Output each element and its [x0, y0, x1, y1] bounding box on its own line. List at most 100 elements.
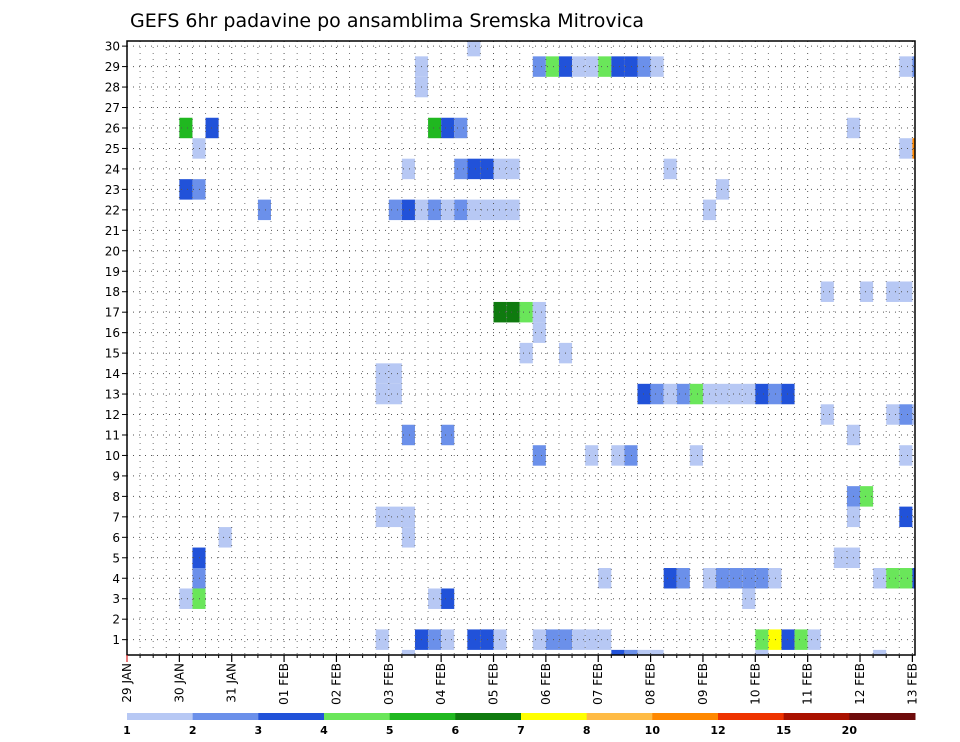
precip-cell: [650, 383, 664, 405]
y-tick-label: 11: [105, 428, 120, 442]
x-tick-label: 02 FEB: [329, 663, 343, 705]
colorbar-segment: [389, 713, 456, 720]
x-tick-label: 09 FEB: [696, 663, 710, 705]
precip-cell: [506, 301, 520, 323]
precip-cell: [545, 629, 559, 650]
x-tick-label: 06 FEB: [539, 663, 553, 705]
precip-cell: [716, 383, 730, 405]
y-tick-label: 3: [112, 592, 120, 606]
precip-cell: [467, 199, 481, 221]
precip-cell: [441, 629, 455, 650]
precip-cell: [598, 568, 612, 589]
precip-cell: [192, 568, 206, 589]
precip-cell: [598, 629, 612, 650]
precip-cell: [428, 199, 442, 221]
precip-cell: [257, 199, 271, 221]
y-tick-label: 16: [105, 326, 120, 340]
precip-cell: [480, 158, 494, 180]
precip-cell: [742, 383, 756, 405]
precip-cell: [794, 629, 808, 650]
precip-cell: [467, 629, 481, 650]
precip-cell: [611, 56, 625, 77]
precip-cell: [637, 649, 651, 655]
precip-cell: [388, 506, 402, 528]
colorbar-segment: [849, 713, 916, 720]
x-tick-label: 08 FEB: [644, 663, 658, 705]
precip-cell: [401, 527, 415, 548]
y-axis-ticks: 1234567891011121314151617181920212223242…: [105, 40, 127, 647]
precip-cell: [742, 568, 756, 589]
colorbar-label: 3: [255, 724, 263, 737]
precip-cell: [192, 179, 206, 200]
x-tick-label: 11 FEB: [801, 663, 815, 705]
precip-cell: [572, 56, 586, 77]
precip-cell: [441, 117, 455, 139]
precip-cell: [899, 281, 913, 302]
precip-cell: [611, 649, 625, 655]
precip-cell: [218, 527, 232, 548]
y-tick-label: 19: [105, 265, 120, 279]
precip-cell: [689, 445, 703, 466]
precip-cell: [441, 199, 455, 221]
precip-cell: [807, 629, 821, 650]
colorbar-label: 2: [189, 724, 197, 737]
colorbar-segment: [783, 713, 850, 720]
precip-cell: [205, 117, 219, 139]
precip-cell: [192, 138, 206, 159]
x-tick-label: 05 FEB: [487, 663, 501, 705]
colorbar-label: 4: [320, 724, 328, 737]
precip-cell: [663, 568, 677, 589]
y-tick-label: 2: [112, 613, 120, 627]
precip-cell: [401, 158, 415, 180]
y-tick-label: 24: [105, 162, 120, 176]
x-axis-ticks: 29 JAN 30 JAN 31 JAN 01 FEB 02 FEB 03 FEB 04 F…: [120, 655, 919, 705]
y-tick-label: 27: [105, 101, 120, 115]
precip-cell: [428, 117, 442, 139]
y-tick-label: 18: [105, 285, 120, 299]
precip-cell: [388, 363, 402, 384]
precip-cell: [480, 629, 494, 650]
x-tick-label: 12 FEB: [853, 663, 867, 705]
precip-cell: [401, 506, 415, 528]
y-tick-label: 15: [105, 347, 120, 361]
y-tick-label: 14: [105, 367, 120, 381]
precip-cell: [768, 383, 782, 405]
precipitation-cells: [179, 41, 915, 655]
precip-cell: [493, 629, 507, 650]
precip-cell: [493, 158, 507, 180]
y-tick-label: 25: [105, 142, 120, 156]
colorbar-segment: [586, 713, 653, 720]
precip-cell: [755, 629, 769, 650]
precip-cell: [192, 547, 206, 569]
precip-cell: [401, 424, 415, 446]
precip-cell: [755, 568, 769, 589]
precip-cell: [401, 649, 415, 655]
precip-cell: [820, 281, 834, 302]
precip-cell: [729, 383, 743, 405]
precip-cell: [532, 301, 546, 323]
y-tick-label: 7: [112, 510, 120, 524]
precip-cell: [899, 445, 913, 466]
precip-cell: [532, 322, 546, 343]
y-tick-label: 1: [112, 633, 120, 647]
precip-cell: [716, 179, 730, 200]
colorbar-label: 15: [776, 724, 791, 737]
precip-cell: [585, 56, 599, 77]
precip-cell: [519, 342, 533, 364]
x-tick-label: 30 JAN: [172, 663, 186, 703]
precip-cell: [532, 445, 546, 466]
precip-cell: [637, 383, 651, 405]
colorbar-segment: [718, 713, 785, 720]
precip-cell: [585, 445, 599, 466]
y-tick-label: 28: [105, 81, 120, 95]
precip-cell: [873, 568, 887, 589]
precip-cell: [860, 281, 874, 302]
precip-cell: [532, 629, 546, 650]
precip-cell: [768, 568, 782, 589]
precip-cell: [388, 199, 402, 221]
x-tick-label: 13 FEB: [905, 663, 919, 705]
precip-cell: [833, 547, 847, 569]
y-tick-label: 22: [105, 203, 120, 217]
precip-cell: [742, 588, 756, 609]
